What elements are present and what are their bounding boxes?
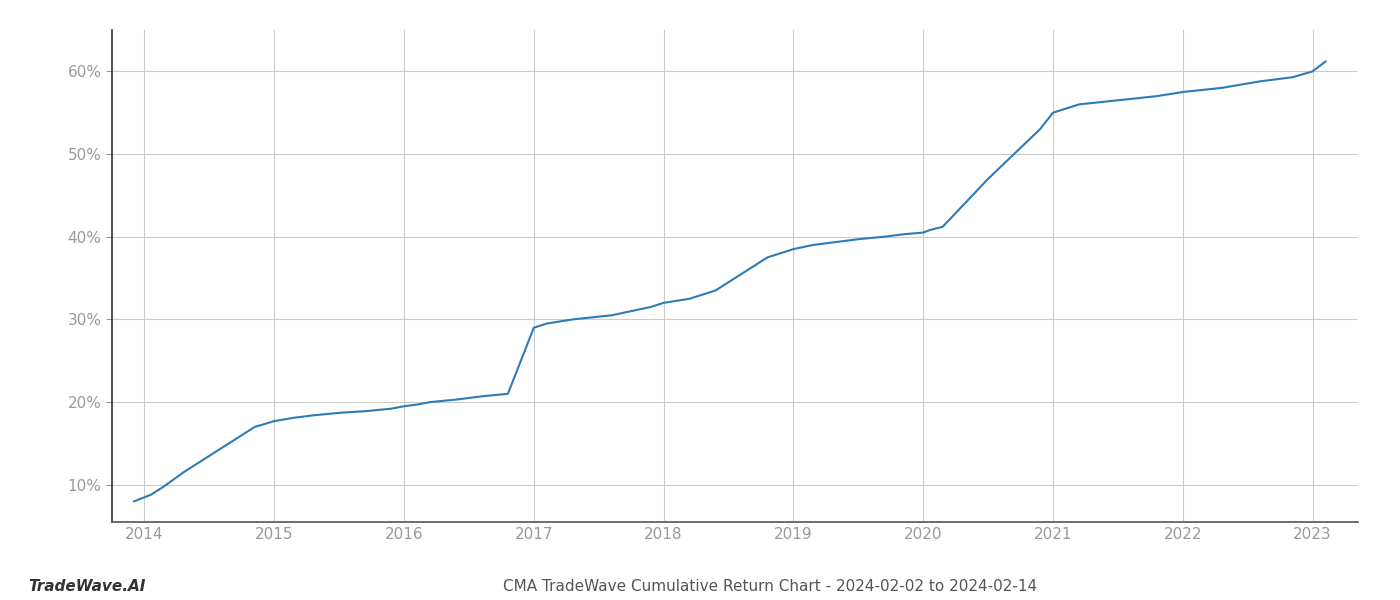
Text: CMA TradeWave Cumulative Return Chart - 2024-02-02 to 2024-02-14: CMA TradeWave Cumulative Return Chart - … (503, 579, 1037, 594)
Text: TradeWave.AI: TradeWave.AI (28, 579, 146, 594)
